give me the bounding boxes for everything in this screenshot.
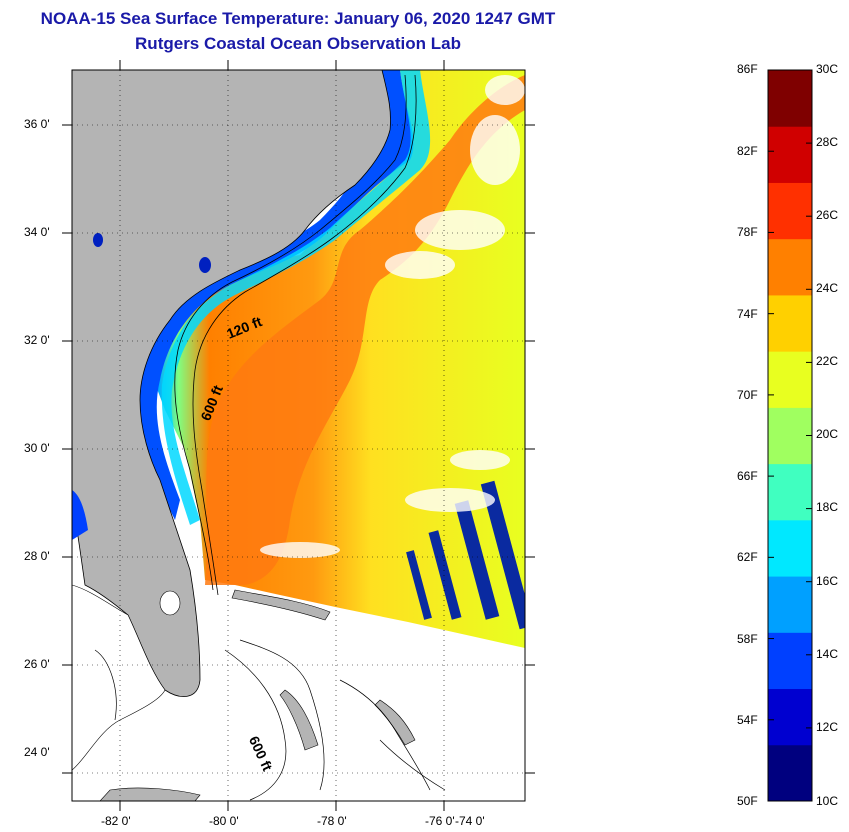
cloud-mask: [260, 75, 525, 558]
cb-c-22: 22C: [816, 354, 839, 368]
isobath-120-line: [174, 74, 407, 591]
bahamas-islands: [99, 589, 416, 801]
lat-label-28: 28 0': [24, 549, 50, 563]
colorbar-frame: [767, 69, 813, 802]
southeast-cold-streaks: [406, 480, 525, 630]
isobath-600-line: [192, 74, 417, 596]
lat-label-30: 30 0': [24, 441, 50, 455]
lon-label-82: -82 0': [101, 814, 131, 828]
lat-label-24: 24 0': [24, 745, 50, 759]
cb-f-54: 54F: [737, 713, 758, 727]
map-frame: [71, 69, 526, 802]
gulf-stream-core: [205, 75, 525, 585]
cb-c-24: 24C: [816, 281, 839, 295]
map-subtitle: Rutgers Coastal Ocean Observation Lab: [135, 34, 461, 53]
colorbar: [768, 69, 812, 802]
nearshore-cyan-band: [161, 70, 431, 525]
lon-label-74: -74 0': [455, 814, 485, 828]
cb-c-28: 28C: [816, 135, 839, 149]
colorbar-segment: [768, 576, 812, 633]
colorbar-segment: [768, 70, 812, 127]
colorbar-segment: [768, 407, 812, 465]
colorbar-segment: [768, 463, 812, 521]
cb-f-58: 58F: [737, 632, 758, 646]
axis-ticks: [62, 60, 535, 811]
lat-label-32: 32 0': [24, 333, 50, 347]
cb-f-78: 78F: [737, 225, 758, 239]
colorbar-segment: [768, 519, 812, 577]
cb-f-70: 70F: [737, 388, 758, 402]
colorbar-segment: [768, 182, 812, 240]
colorbar-segment: [768, 126, 812, 183]
cb-c-30: 30C: [816, 62, 839, 76]
colorbar-segment: [768, 238, 812, 296]
gulf-water-nodata: [72, 584, 166, 771]
cb-f-50: 50F: [737, 794, 758, 808]
cb-c-18: 18C: [816, 500, 839, 514]
cb-f-66: 66F: [737, 469, 758, 483]
cb-c-26: 26C: [816, 208, 839, 222]
colorbar-segment: [768, 632, 812, 690]
lat-label-26: 26 0': [24, 657, 50, 671]
gulf-cold-patch: [72, 490, 88, 540]
colorbar-segment: [768, 294, 812, 352]
lon-label-80: -80 0': [209, 814, 239, 828]
cb-c-14: 14C: [816, 647, 839, 661]
cb-f-82: 82F: [737, 144, 758, 158]
colorbar-segment: [768, 744, 812, 802]
cb-f-74: 74F: [737, 307, 758, 321]
cb-f-86: 86F: [737, 62, 758, 76]
cb-c-12: 12C: [816, 720, 839, 734]
colorbar-segment: [768, 688, 812, 746]
cb-c-10: 10C: [816, 794, 839, 808]
lake-inland: [93, 233, 103, 247]
colorbar-segment: [768, 351, 812, 408]
cb-c-20: 20C: [816, 427, 839, 441]
lon-label-76: -76 0': [425, 814, 455, 828]
cb-f-62: 62F: [737, 550, 758, 564]
graticule: [72, 70, 525, 801]
bahamas-bank-contours: [94, 639, 446, 801]
lon-label-78: -78 0': [317, 814, 347, 828]
lat-label-36: 36 0': [24, 117, 50, 131]
cb-c-16: 16C: [816, 574, 839, 588]
lake-okeechobee: [159, 590, 181, 616]
lake-marion: [199, 257, 211, 273]
map-title: NOAA-15 Sea Surface Temperature: January…: [40, 9, 556, 28]
lat-label-34: 34 0': [24, 225, 50, 239]
